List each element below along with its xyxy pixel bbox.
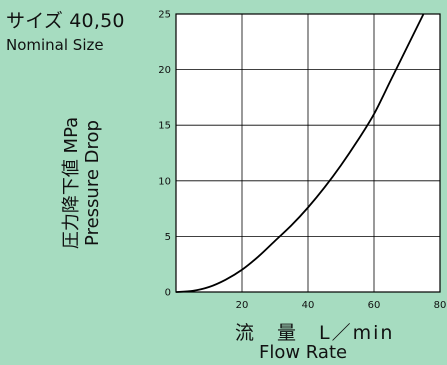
x-axis-label-en: Flow Rate [259, 342, 348, 363]
nominal-size-subtitle: Nominal Size [6, 36, 104, 54]
y-tick-labels: 0 5 10 15 20 25 [158, 10, 171, 299]
x-tick-label-60: 60 [368, 300, 381, 311]
x-axis-label-jp: 流 量 L／min [235, 322, 395, 344]
grid-lines [176, 14, 440, 292]
y-axis-label-en: Pressure Drop [82, 120, 103, 246]
y-tick-label-0: 0 [165, 288, 171, 299]
x-tick-label-80: 80 [434, 300, 447, 311]
pressure-drop-curve [175, 13, 425, 293]
y-tick-label-10: 10 [158, 176, 171, 187]
y-tick-label-5: 5 [165, 232, 171, 243]
y-tick-label-15: 15 [158, 121, 171, 132]
nominal-size-title: サイズ 40,50 [6, 10, 125, 32]
y-axis-label: 圧力降下値 MPa Pressure Drop [61, 117, 103, 249]
y-tick-label-25: 25 [158, 10, 171, 21]
y-axis-label-jp: 圧力降下値 MPa [61, 116, 82, 250]
x-tick-labels: 20 40 60 80 [236, 300, 447, 311]
plot-border [175, 13, 441, 293]
y-tick-label-20: 20 [158, 65, 171, 76]
x-tick-label-20: 20 [236, 300, 249, 311]
x-tick-label-40: 40 [302, 300, 315, 311]
